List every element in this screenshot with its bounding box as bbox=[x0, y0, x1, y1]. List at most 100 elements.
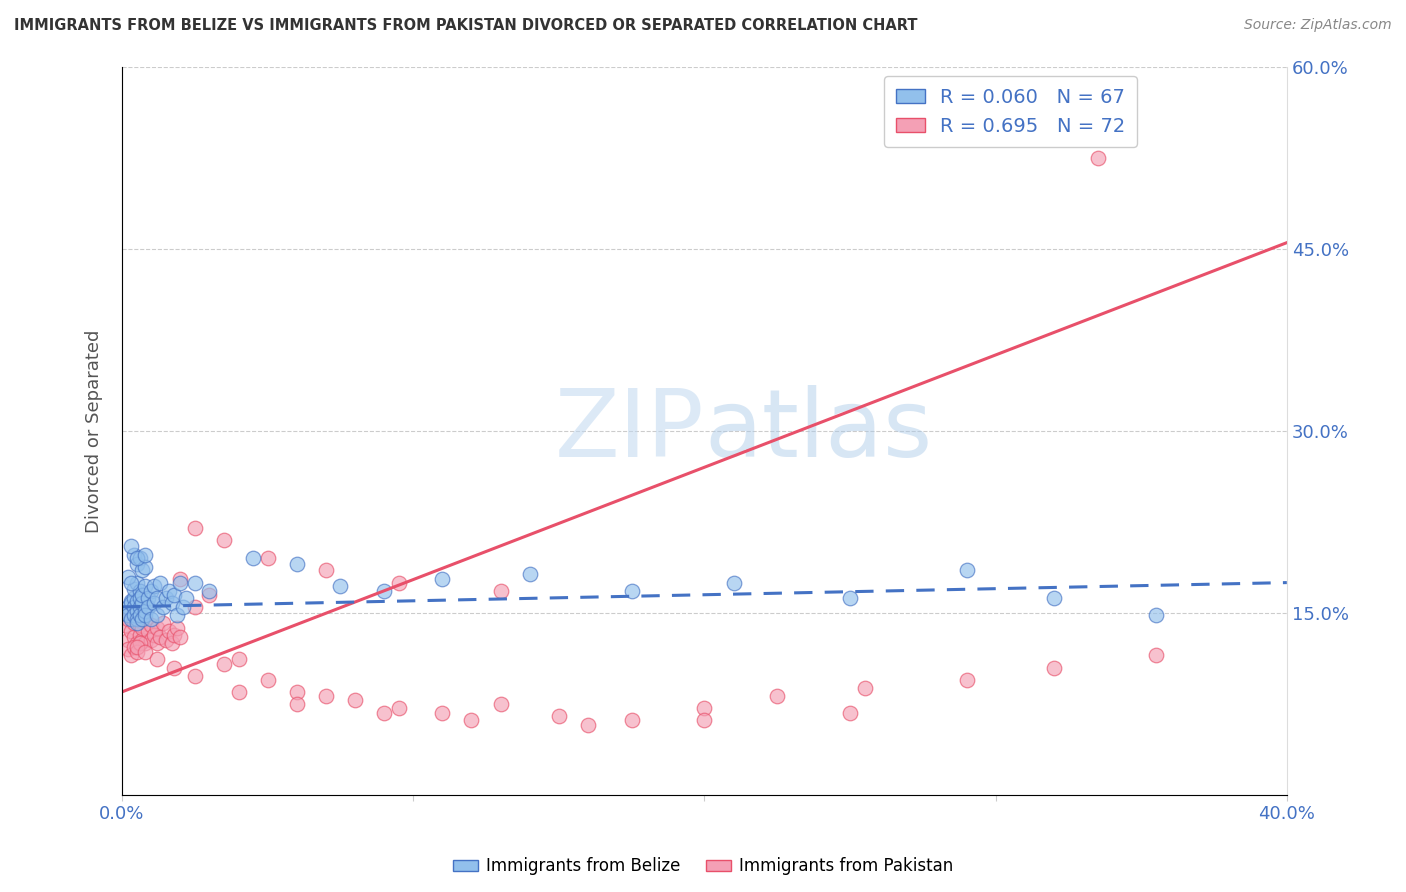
Point bbox=[184, 669, 207, 683]
Point bbox=[547, 709, 569, 723]
Point bbox=[242, 551, 264, 566]
Point bbox=[134, 579, 156, 593]
Point bbox=[285, 697, 308, 711]
Point bbox=[152, 615, 174, 630]
Point bbox=[169, 630, 191, 644]
Point bbox=[131, 620, 153, 634]
Point bbox=[131, 596, 153, 610]
Point bbox=[125, 551, 148, 566]
Point bbox=[128, 591, 150, 606]
Point bbox=[432, 706, 454, 720]
Point bbox=[163, 588, 186, 602]
Point bbox=[853, 681, 876, 696]
Point bbox=[120, 596, 142, 610]
Point bbox=[955, 564, 977, 578]
Point bbox=[136, 624, 159, 639]
Point bbox=[120, 539, 142, 553]
Point bbox=[131, 564, 153, 578]
Point bbox=[134, 559, 156, 574]
Point bbox=[141, 612, 163, 626]
Point bbox=[122, 640, 145, 654]
Point bbox=[131, 588, 153, 602]
Point bbox=[117, 632, 139, 647]
Point bbox=[117, 569, 139, 583]
Point bbox=[114, 618, 136, 632]
Point bbox=[120, 624, 142, 639]
Point bbox=[955, 673, 977, 687]
Point bbox=[122, 630, 145, 644]
Point bbox=[136, 599, 159, 614]
Point bbox=[146, 591, 169, 606]
Point bbox=[285, 685, 308, 699]
Point bbox=[125, 608, 148, 623]
Point bbox=[122, 582, 145, 596]
Point bbox=[128, 618, 150, 632]
Point bbox=[184, 521, 207, 535]
Text: ZIP: ZIP bbox=[555, 384, 704, 477]
Point bbox=[146, 652, 169, 666]
Point bbox=[122, 591, 145, 606]
Point bbox=[723, 575, 745, 590]
Point bbox=[163, 628, 186, 642]
Point bbox=[1144, 648, 1167, 663]
Point bbox=[1087, 151, 1109, 165]
Point bbox=[839, 706, 862, 720]
Point bbox=[839, 591, 862, 606]
Point bbox=[693, 713, 716, 727]
Point bbox=[489, 697, 512, 711]
Point bbox=[125, 645, 148, 659]
Point bbox=[125, 558, 148, 572]
Point bbox=[432, 572, 454, 586]
Point bbox=[125, 615, 148, 630]
Point bbox=[125, 612, 148, 626]
Point bbox=[120, 594, 142, 608]
Point bbox=[143, 628, 166, 642]
Point bbox=[1043, 660, 1066, 674]
Point bbox=[169, 575, 191, 590]
Point bbox=[766, 689, 789, 703]
Point bbox=[620, 584, 643, 599]
Point bbox=[198, 588, 221, 602]
Point bbox=[149, 630, 172, 644]
Point bbox=[149, 575, 172, 590]
Point bbox=[174, 591, 197, 606]
Point bbox=[131, 612, 153, 626]
Text: Source: ZipAtlas.com: Source: ZipAtlas.com bbox=[1244, 18, 1392, 32]
Point bbox=[131, 632, 153, 647]
Point bbox=[184, 575, 207, 590]
Point bbox=[157, 624, 180, 639]
Point bbox=[128, 584, 150, 599]
Point bbox=[460, 713, 482, 727]
Point bbox=[134, 603, 156, 617]
Point bbox=[1043, 591, 1066, 606]
Point bbox=[143, 579, 166, 593]
Point bbox=[155, 591, 177, 606]
Point bbox=[228, 685, 250, 699]
Point bbox=[128, 551, 150, 566]
Point bbox=[519, 567, 541, 582]
Point bbox=[128, 608, 150, 623]
Point bbox=[172, 599, 194, 614]
Point bbox=[315, 689, 337, 703]
Point bbox=[620, 713, 643, 727]
Point bbox=[489, 584, 512, 599]
Point bbox=[122, 608, 145, 623]
Point bbox=[160, 596, 183, 610]
Point bbox=[169, 572, 191, 586]
Text: IMMIGRANTS FROM BELIZE VS IMMIGRANTS FROM PAKISTAN DIVORCED OR SEPARATED CORRELA: IMMIGRANTS FROM BELIZE VS IMMIGRANTS FRO… bbox=[14, 18, 918, 33]
Point bbox=[122, 615, 145, 630]
Legend: R = 0.060   N = 67, R = 0.695   N = 72: R = 0.060 N = 67, R = 0.695 N = 72 bbox=[884, 77, 1137, 147]
Point bbox=[141, 632, 163, 647]
Point bbox=[117, 599, 139, 614]
Point bbox=[117, 612, 139, 626]
Point bbox=[388, 575, 411, 590]
Point bbox=[373, 706, 395, 720]
Point bbox=[120, 575, 142, 590]
Point bbox=[343, 693, 366, 707]
Point bbox=[1144, 608, 1167, 623]
Point bbox=[146, 620, 169, 634]
Point bbox=[373, 584, 395, 599]
Y-axis label: Divorced or Separated: Divorced or Separated bbox=[86, 329, 103, 533]
Point bbox=[114, 606, 136, 620]
Point bbox=[125, 640, 148, 654]
